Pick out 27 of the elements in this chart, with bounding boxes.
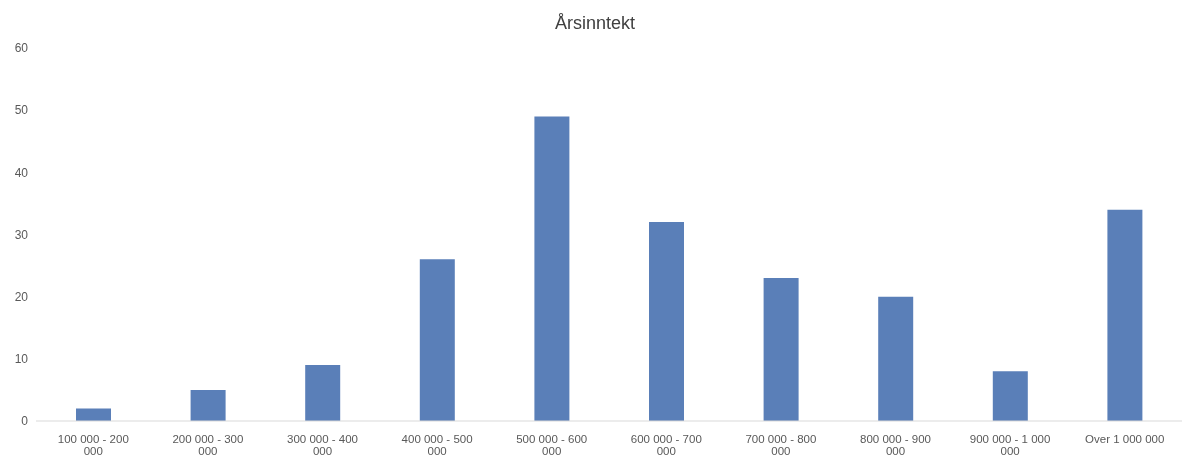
bar [992,371,1028,421]
y-tick-label: 20 [14,289,29,304]
bar [534,116,570,421]
x-tick-label: 200 000 - 300 000 [172,433,244,457]
x-tick-label: 300 000 - 400 000 [287,433,358,457]
bar [190,389,226,421]
y-tick-label: 40 [14,165,29,180]
x-tick-label: 800 000 - 900 000 [860,433,931,457]
bar [419,259,455,421]
bar [878,296,914,421]
chart-title: Årsinntekt [553,12,636,35]
x-tick-label: Over 1 000 000 [1085,433,1165,446]
x-tick-label: 100 000 - 200 000 [57,433,129,457]
x-tick-label: 500 000 - 600 000 [516,433,588,457]
bar [305,365,341,421]
y-tick-label: 30 [14,227,29,242]
x-tick-label: 900 000 - 1 000 000 [969,433,1051,457]
bar [649,222,684,421]
bar [1107,209,1143,421]
y-tick-label: 10 [14,352,29,367]
bar [763,278,799,421]
y-tick-label: 50 [14,103,29,118]
x-tick-label: 600 000 - 700 000 [630,433,702,457]
x-tick-label: 400 000 - 500 000 [401,433,473,457]
y-tick-label: 60 [14,41,29,56]
y-tick-label: 0 [21,414,29,429]
x-tick-label: 700 000 - 800 000 [745,433,817,457]
